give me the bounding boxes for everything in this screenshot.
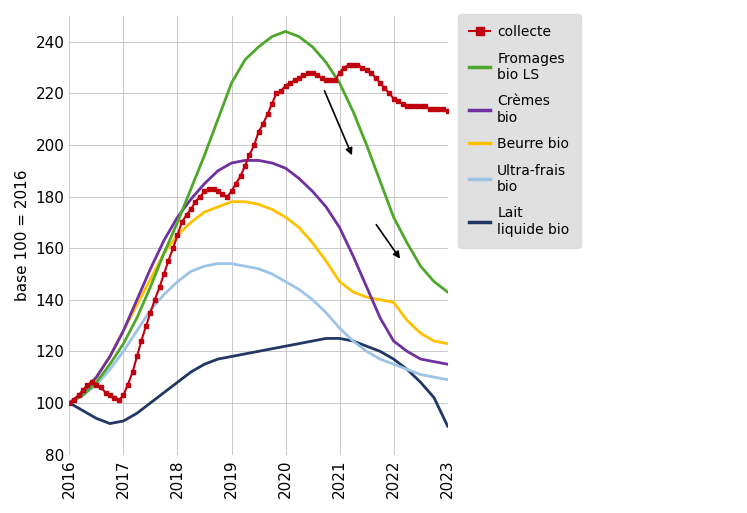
Y-axis label: base 100 = 2016: base 100 = 2016 bbox=[15, 169, 30, 301]
Legend: collecte, Fromages
bio LS, Crèmes
bio, Beurre bio, Ultra-frais
bio, Lait
liquide: collecte, Fromages bio LS, Crèmes bio, B… bbox=[459, 14, 580, 248]
